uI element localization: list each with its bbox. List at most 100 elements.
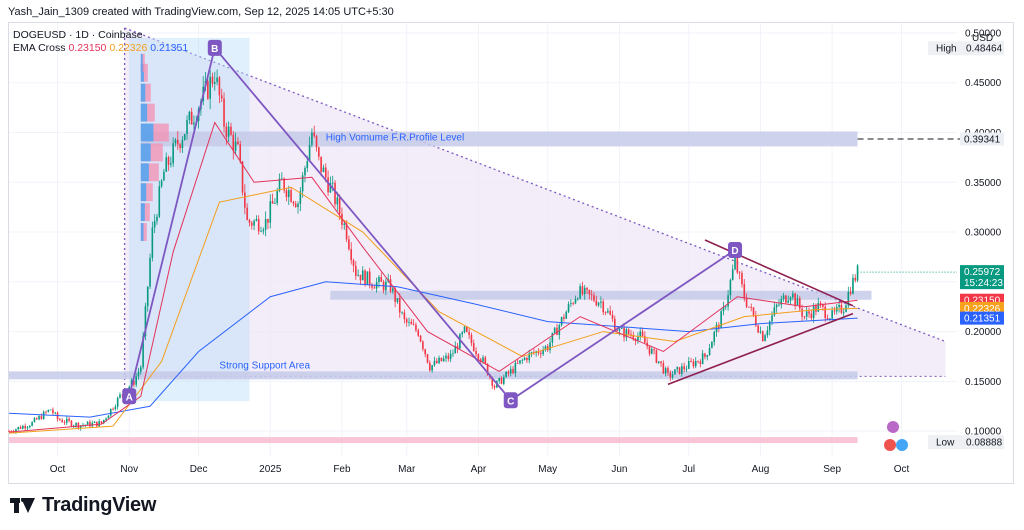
candle-body — [220, 95, 223, 99]
y-axis-tick-label: 0.15000 — [965, 377, 1002, 388]
candle-body — [623, 327, 625, 338]
footer-brand[interactable]: TradingView — [10, 494, 156, 517]
candle-body — [498, 377, 500, 381]
candle-body — [373, 287, 376, 289]
candle-body — [160, 180, 163, 187]
candle-body — [119, 394, 121, 398]
candle-body — [523, 357, 526, 360]
candle-body — [759, 331, 762, 333]
candle-body — [810, 313, 813, 319]
candle-body — [697, 360, 699, 362]
candle-body — [637, 336, 639, 342]
candle-body — [320, 156, 322, 173]
candle-body — [530, 352, 533, 354]
candle-body — [322, 167, 325, 173]
candle-body — [271, 201, 274, 204]
candle-body — [549, 342, 551, 351]
candle-body — [593, 295, 595, 301]
candle-body — [89, 421, 91, 427]
candle-body — [24, 425, 26, 429]
ema-mid-value: 0.22326 — [109, 42, 148, 54]
candle-body — [798, 298, 801, 309]
volume-profile-bar — [140, 63, 148, 82]
symbol-line[interactable]: DOGEUSD · 1D · Coinbase — [13, 29, 143, 41]
candle-body — [357, 274, 359, 276]
candle-body — [842, 311, 845, 313]
candle-body — [315, 135, 318, 148]
candle-body — [630, 334, 632, 336]
candle-body — [213, 82, 216, 84]
candle-body — [778, 304, 780, 306]
pattern-marker — [207, 39, 222, 56]
y-axis-tick-label: 0.35000 — [965, 178, 1002, 189]
candle-body — [491, 377, 494, 386]
candle-body — [493, 385, 496, 388]
candle-body — [787, 300, 790, 303]
candle-body — [186, 119, 188, 135]
candle-body — [694, 360, 697, 367]
candle-body — [583, 287, 586, 295]
candle-body — [250, 222, 253, 226]
candle-body — [105, 418, 107, 420]
candle-body — [40, 416, 43, 420]
volume-profile-bar — [140, 223, 144, 241]
candle-body — [225, 126, 228, 137]
candle-body — [757, 325, 759, 333]
candle-body — [419, 335, 422, 342]
candle-body — [604, 312, 607, 313]
price-label-box — [928, 41, 1004, 56]
candle-body — [398, 298, 401, 313]
candle-body — [595, 300, 598, 306]
candle-body — [190, 111, 193, 125]
candle-body — [459, 334, 461, 349]
candle-body — [408, 321, 410, 323]
candle-body — [181, 140, 184, 149]
x-axis-tick-label: Nov — [120, 464, 138, 475]
y-axis-tick-label: 0.30000 — [965, 228, 1002, 239]
candle-body — [146, 286, 149, 307]
candle-body — [664, 368, 667, 374]
chart-frame — [8, 22, 1014, 484]
candle-body — [701, 353, 704, 364]
candle-body — [803, 316, 806, 318]
candle-body — [274, 203, 276, 204]
candle-body — [576, 298, 579, 300]
candle-body — [435, 360, 438, 364]
candle-body — [253, 220, 255, 226]
x-axis-tick-label: Apr — [471, 464, 487, 475]
volume-profile-bar — [140, 183, 147, 202]
candle-body — [775, 304, 778, 308]
candle-body — [401, 312, 403, 314]
candle-body — [771, 315, 773, 322]
candle-body — [563, 317, 565, 319]
candle-body — [553, 327, 556, 333]
candle-body — [602, 301, 605, 313]
candle-body — [768, 321, 771, 331]
candle-body — [8, 431, 10, 432]
candle-body — [167, 157, 170, 165]
price-label-value: 0.48464 — [966, 44, 1003, 55]
candle-body — [618, 328, 621, 331]
pattern-marker — [122, 388, 137, 405]
candle-body — [644, 336, 646, 343]
candle-body — [304, 168, 306, 176]
candle-body — [505, 371, 507, 378]
candle-body — [378, 277, 380, 283]
zone-band — [9, 437, 858, 444]
candle-body — [641, 331, 644, 337]
candle-body — [336, 197, 339, 205]
ema-legend-row[interactable]: EMA Cross 0.23150 0.22326 0.21351 — [13, 42, 188, 55]
volume-profile-bar — [140, 103, 148, 122]
candle-body — [248, 219, 251, 223]
candle-body — [808, 311, 810, 314]
candle-body — [824, 306, 827, 319]
candle-body — [852, 277, 854, 294]
pattern-marker-label: C — [507, 396, 514, 407]
candle-body — [183, 134, 186, 141]
candle-body — [692, 361, 695, 367]
candle-body — [153, 221, 156, 228]
candle-body — [669, 372, 672, 378]
candle-body — [380, 277, 383, 282]
candle-body — [193, 122, 195, 125]
